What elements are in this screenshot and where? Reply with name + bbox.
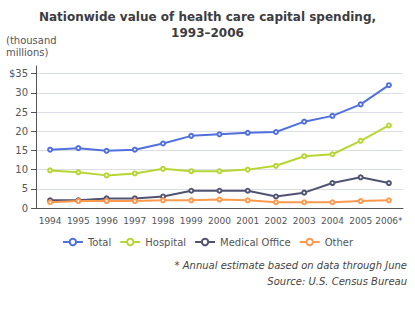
svg-text:$35: $35 bbox=[9, 68, 28, 79]
svg-text:25: 25 bbox=[15, 107, 28, 118]
svg-text:1996: 1996 bbox=[95, 216, 118, 226]
svg-text:1993–2006: 1993–2006 bbox=[171, 26, 244, 40]
svg-text:(thousand: (thousand bbox=[6, 35, 57, 46]
svg-text:2006*: 2006* bbox=[375, 216, 403, 226]
svg-text:Medical Office: Medical Office bbox=[220, 237, 291, 248]
svg-text:30: 30 bbox=[15, 87, 28, 98]
svg-text:1995: 1995 bbox=[67, 216, 90, 226]
svg-text:5: 5 bbox=[22, 183, 28, 194]
svg-text:Total: Total bbox=[87, 237, 111, 248]
svg-text:1997: 1997 bbox=[123, 216, 146, 226]
svg-text:10: 10 bbox=[15, 164, 28, 175]
svg-text:millions): millions) bbox=[6, 47, 49, 58]
svg-text:2003: 2003 bbox=[293, 216, 316, 226]
svg-text:Other: Other bbox=[325, 237, 354, 248]
svg-text:Nationwide value of health car: Nationwide value of health care capital … bbox=[39, 10, 376, 24]
svg-text:15: 15 bbox=[15, 145, 28, 156]
svg-text:1994: 1994 bbox=[39, 216, 62, 226]
svg-text:Source: U.S. Census Bureau: Source: U.S. Census Bureau bbox=[267, 276, 407, 287]
svg-text:2000: 2000 bbox=[208, 216, 231, 226]
svg-text:2002: 2002 bbox=[265, 216, 288, 226]
svg-text:* Annual estimate based on dat: * Annual estimate based on data through … bbox=[175, 260, 407, 271]
svg-text:2001: 2001 bbox=[236, 216, 259, 226]
svg-text:2005: 2005 bbox=[349, 216, 372, 226]
svg-text:0: 0 bbox=[22, 203, 28, 214]
svg-text:1999: 1999 bbox=[180, 216, 203, 226]
svg-text:20: 20 bbox=[15, 126, 28, 137]
svg-text:Hospital: Hospital bbox=[145, 237, 186, 248]
svg-text:1998: 1998 bbox=[152, 216, 175, 226]
svg-text:2004: 2004 bbox=[321, 216, 344, 226]
